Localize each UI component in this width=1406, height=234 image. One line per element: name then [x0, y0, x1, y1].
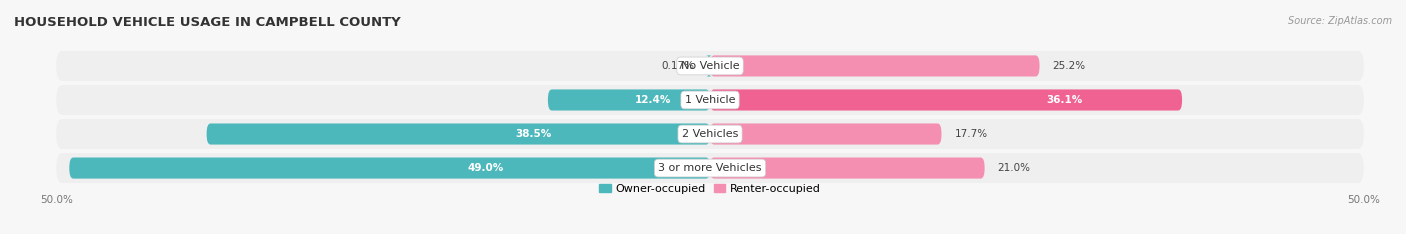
Text: 0.17%: 0.17%	[662, 61, 695, 71]
Text: 38.5%: 38.5%	[516, 129, 553, 139]
FancyBboxPatch shape	[706, 55, 711, 77]
Text: 12.4%: 12.4%	[636, 95, 672, 105]
Text: 36.1%: 36.1%	[1046, 95, 1083, 105]
FancyBboxPatch shape	[548, 89, 710, 110]
FancyBboxPatch shape	[710, 124, 942, 145]
FancyBboxPatch shape	[710, 157, 984, 179]
Text: 2 Vehicles: 2 Vehicles	[682, 129, 738, 139]
FancyBboxPatch shape	[710, 55, 1039, 77]
Text: 17.7%: 17.7%	[955, 129, 987, 139]
FancyBboxPatch shape	[710, 89, 1182, 110]
Legend: Owner-occupied, Renter-occupied: Owner-occupied, Renter-occupied	[595, 179, 825, 198]
Text: 21.0%: 21.0%	[998, 163, 1031, 173]
Text: 49.0%: 49.0%	[468, 163, 503, 173]
FancyBboxPatch shape	[69, 157, 710, 179]
Text: 3 or more Vehicles: 3 or more Vehicles	[658, 163, 762, 173]
Text: 1 Vehicle: 1 Vehicle	[685, 95, 735, 105]
FancyBboxPatch shape	[207, 124, 710, 145]
FancyBboxPatch shape	[56, 119, 1364, 149]
FancyBboxPatch shape	[56, 153, 1364, 183]
Text: No Vehicle: No Vehicle	[681, 61, 740, 71]
FancyBboxPatch shape	[56, 85, 1364, 115]
Text: Source: ZipAtlas.com: Source: ZipAtlas.com	[1288, 16, 1392, 26]
Text: HOUSEHOLD VEHICLE USAGE IN CAMPBELL COUNTY: HOUSEHOLD VEHICLE USAGE IN CAMPBELL COUN…	[14, 16, 401, 29]
Text: 25.2%: 25.2%	[1053, 61, 1085, 71]
FancyBboxPatch shape	[56, 51, 1364, 81]
